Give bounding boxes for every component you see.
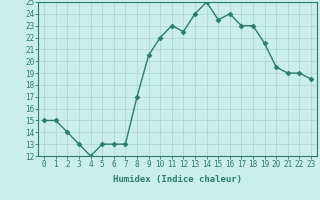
X-axis label: Humidex (Indice chaleur): Humidex (Indice chaleur) [113, 175, 242, 184]
